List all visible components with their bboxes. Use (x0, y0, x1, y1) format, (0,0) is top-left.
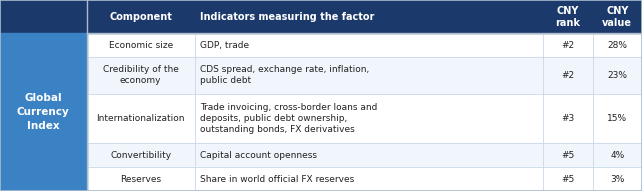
Text: Capital account openness: Capital account openness (200, 151, 317, 160)
Bar (87, 94, 642, 143)
Text: Share in world official FX reserves: Share in world official FX reserves (200, 175, 354, 184)
Text: Economic size: Economic size (108, 41, 173, 50)
Text: CNY
value: CNY value (602, 6, 632, 28)
Text: 15%: 15% (607, 114, 627, 123)
Text: Global
Currency
Index: Global Currency Index (17, 93, 70, 131)
Bar (0, 33, 87, 191)
Bar (87, 33, 642, 57)
Text: CNY
rank: CNY rank (555, 6, 580, 28)
Text: 4%: 4% (610, 151, 625, 160)
Text: CDS spread, exchange rate, inflation,
public debt: CDS spread, exchange rate, inflation, pu… (200, 65, 369, 85)
Bar (0, 0, 642, 33)
Text: Convertibility: Convertibility (110, 151, 171, 160)
Text: #5: #5 (561, 151, 575, 160)
Text: Component: Component (109, 12, 172, 22)
Bar (87, 167, 642, 191)
Bar (87, 57, 642, 94)
Text: #5: #5 (561, 175, 575, 184)
Text: Indicators measuring the factor: Indicators measuring the factor (200, 12, 374, 22)
Text: GDP, trade: GDP, trade (200, 41, 249, 50)
Bar (87, 143, 642, 167)
Text: 23%: 23% (607, 71, 627, 80)
Text: #2: #2 (561, 71, 575, 80)
Text: Reserves: Reserves (120, 175, 161, 184)
Text: #3: #3 (561, 114, 575, 123)
Text: Internationalization: Internationalization (96, 114, 185, 123)
Text: 28%: 28% (607, 41, 627, 50)
Text: #2: #2 (561, 41, 575, 50)
Text: 3%: 3% (610, 175, 625, 184)
Text: Credibility of the
economy: Credibility of the economy (103, 65, 178, 85)
Text: Trade invoicing, cross-border loans and
deposits, public debt ownership,
outstan: Trade invoicing, cross-border loans and … (200, 103, 377, 134)
